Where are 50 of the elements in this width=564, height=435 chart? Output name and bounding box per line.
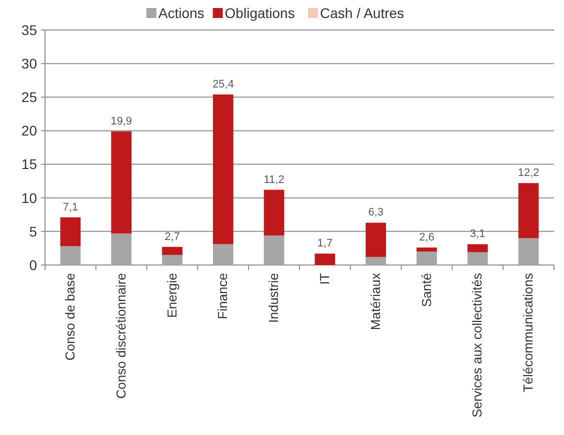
bar	[60, 217, 81, 246]
x-tick-label: Energie	[164, 273, 180, 318]
y-tick-label: 20	[21, 122, 38, 139]
bar	[60, 246, 81, 265]
bar	[416, 248, 437, 252]
y-tick-label: 30	[21, 55, 38, 72]
bar	[314, 254, 336, 265]
total-label: 1,7	[317, 238, 333, 250]
total-label: 11,2	[264, 174, 284, 186]
x-tick-label: Finance	[215, 273, 230, 320]
y-tick-label: 0	[29, 256, 38, 273]
bar	[264, 235, 284, 265]
y-tick-label: 15	[21, 156, 38, 172]
x-tick-label: Conso de base	[62, 273, 78, 360]
bar	[212, 244, 234, 265]
bar	[366, 256, 386, 265]
legend-label: Cash / Autres	[320, 5, 404, 21]
total-label: 12,2	[518, 167, 540, 180]
x-tick-label: IT	[316, 272, 332, 285]
x-tick-label: Santé	[418, 273, 434, 307]
total-label: 25,4	[212, 78, 234, 90]
x-tick-label: Télécommunications	[520, 272, 536, 392]
x-tick-label: Matériaux	[368, 272, 383, 330]
y-tick-label: 25	[21, 89, 38, 106]
bar	[416, 252, 437, 265]
bar	[518, 183, 539, 238]
bar	[212, 94, 234, 244]
bar	[518, 238, 539, 265]
bar	[162, 246, 182, 255]
bar	[467, 244, 488, 252]
total-label: 3,1	[470, 228, 486, 240]
total-label: 19,9	[110, 115, 132, 128]
total-label: 7,1	[62, 201, 78, 214]
x-tick-label: Conso discrétionnaire	[113, 273, 128, 399]
total-label: 6,3	[368, 206, 384, 219]
x-tick-label: Industrie	[266, 273, 282, 323]
total-label: 2,7	[164, 230, 180, 243]
bar	[111, 233, 132, 265]
bar	[162, 254, 182, 265]
y-tick-label: 5	[29, 223, 38, 240]
bar	[111, 131, 132, 234]
legend-label: Obligations	[224, 5, 295, 21]
y-tick-label: 35	[21, 22, 38, 38]
total-label: 2,6	[419, 232, 434, 244]
bar	[366, 222, 386, 257]
bar	[467, 252, 488, 265]
bar	[264, 190, 284, 236]
legend-label: Actions	[158, 5, 204, 21]
x-tick-label: Services aux collectivités	[470, 272, 485, 418]
y-tick-label: 10	[21, 190, 38, 206]
